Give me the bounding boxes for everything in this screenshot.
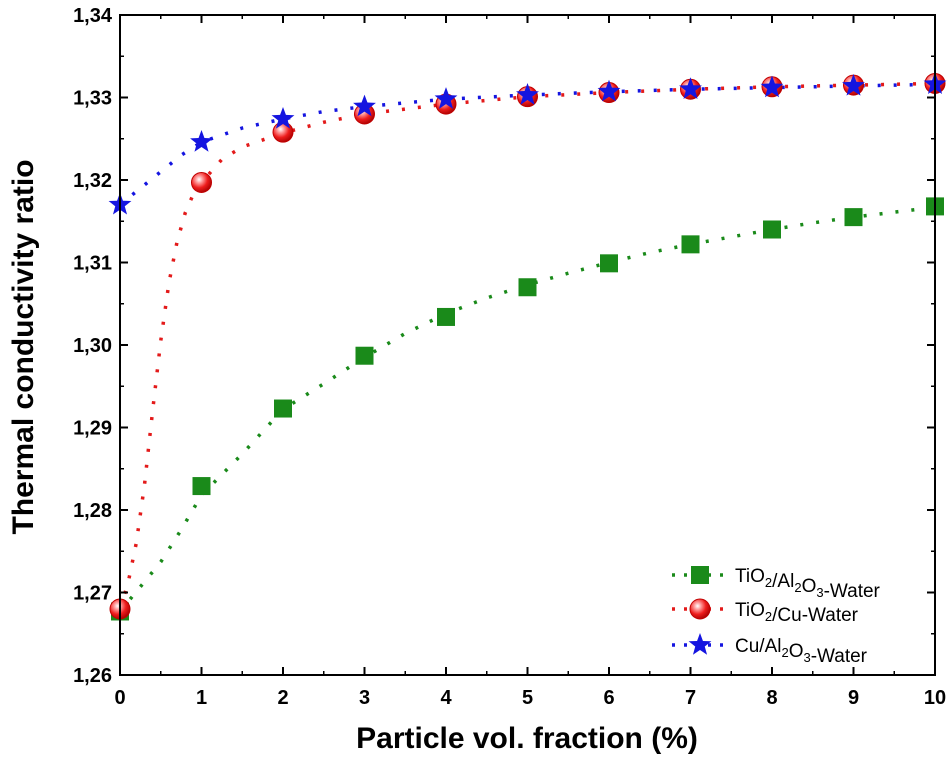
- y-tick-label: 1,27: [73, 583, 112, 605]
- data-point-series-3: [353, 94, 376, 117]
- data-point-series-1: [274, 399, 292, 418]
- data-point-series-3: [434, 87, 458, 109]
- legend-marker-3: [688, 633, 712, 655]
- series-line-2: [118, 81, 936, 610]
- x-axis-title: Particle vol. fraction (%): [356, 722, 698, 755]
- y-tick-label: 1,32: [73, 170, 112, 192]
- data-point-series-1: [192, 477, 211, 496]
- y-tick-label: 1,34: [73, 5, 113, 27]
- data-point-series-1: [437, 307, 455, 326]
- x-tick-label: 6: [603, 687, 614, 709]
- y-tick-label: 1,26: [73, 665, 112, 687]
- y-tick-label: 1,30: [73, 335, 112, 357]
- data-point-series-1: [518, 278, 537, 297]
- y-tick-label: 1,33: [73, 88, 112, 110]
- legend-label-3: Cu/Al2O3-Water: [735, 636, 868, 667]
- data-point-series-3: [190, 130, 213, 152]
- axes: 0 1 2 3 4 5 6 7 8 9 10 1,26 1,27 1,28 1,29 1,30 1,31 1,32…: [73, 5, 946, 709]
- data-point-series-1: [600, 254, 618, 273]
- x-tick-label: 0: [114, 687, 125, 709]
- x-tick-label: 7: [685, 687, 696, 709]
- data-point-series-3: [597, 79, 621, 102]
- data-point-series-2: [191, 171, 212, 193]
- fit-curves: [118, 81, 936, 613]
- x-tick-label: 5: [522, 687, 533, 709]
- x-tick-label: 2: [277, 687, 288, 709]
- data-point-series-2: [272, 121, 294, 143]
- x-tick-label: 1: [196, 687, 207, 709]
- y-tick-label: 1,29: [73, 418, 112, 440]
- data-point-series-3: [679, 77, 702, 99]
- legend-marker-2: [689, 598, 711, 620]
- y-tick-label: 1,31: [73, 253, 112, 275]
- data-point-series-3: [760, 75, 784, 98]
- data-point-series-3: [516, 83, 539, 105]
- series-line-3: [118, 82, 936, 207]
- x-tick-label: 9: [848, 687, 859, 709]
- x-tick-label: 10: [924, 687, 946, 709]
- data-point-series-3: [271, 106, 295, 129]
- data-point-series-1: [355, 346, 374, 365]
- series-line-1: [118, 205, 936, 613]
- legend-label-2: TiO2/Cu-Water: [735, 600, 859, 626]
- data-point-series-1: [844, 208, 863, 227]
- data-point-series-1: [763, 220, 781, 239]
- data-point-series-1: [681, 235, 700, 254]
- x-tick-label: 3: [359, 687, 370, 709]
- y-tick-label: 1,28: [73, 500, 112, 522]
- y-axis-title: Thermal conductivity ratio: [7, 159, 40, 534]
- legend-label-1: TiO2/Al2O3-Water: [735, 566, 881, 602]
- data-markers: [108, 72, 947, 621]
- data-point-series-3: [842, 73, 865, 96]
- x-tick-label: 8: [766, 687, 777, 709]
- legend-marker-1: [691, 566, 709, 584]
- x-tick-label: 4: [440, 687, 452, 709]
